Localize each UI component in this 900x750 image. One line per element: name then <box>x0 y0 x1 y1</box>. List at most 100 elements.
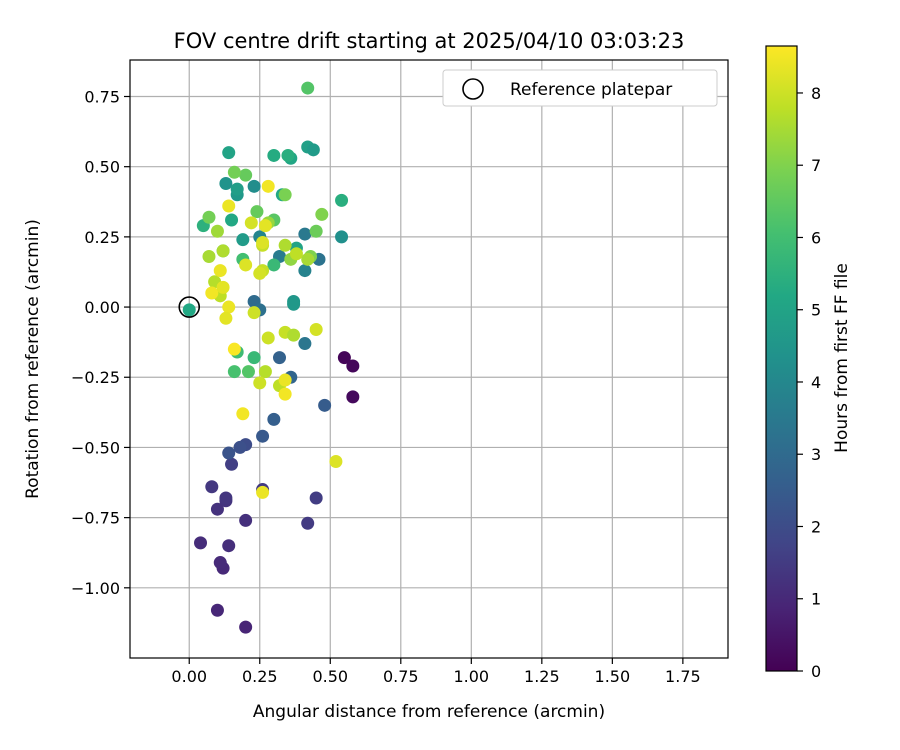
y-tick-label: −1.00 <box>71 579 120 598</box>
x-tick-label: 1.50 <box>595 667 631 686</box>
y-axis-ticks: 0.75 0.50 0.25 0.00 −0.25 −0.50 −0.75 −1.00 <box>71 87 130 598</box>
data-point <box>213 264 227 278</box>
legend-label: Reference platepar <box>510 80 672 100</box>
data-point <box>253 266 267 280</box>
data-point <box>278 188 292 202</box>
data-point <box>278 238 292 252</box>
data-point <box>337 351 351 365</box>
data-point <box>210 224 224 238</box>
data-point <box>253 376 267 390</box>
plot-frame <box>129 59 729 659</box>
plot-area <box>130 60 728 658</box>
data-point <box>222 539 236 553</box>
data-point <box>216 280 230 294</box>
x-axis-ticks: 0.00 0.25 0.50 0.75 1.00 1.25 1.50 1.75 <box>171 658 701 686</box>
data-point <box>202 250 216 264</box>
data-point <box>230 182 244 196</box>
data-point <box>301 252 315 266</box>
data-point <box>247 351 261 365</box>
x-tick-label: 1.00 <box>453 667 489 686</box>
data-point <box>256 235 270 249</box>
data-point <box>306 143 320 157</box>
data-point <box>222 446 236 460</box>
y-tick-label: 0.75 <box>84 87 120 106</box>
reference-platepar-marker <box>178 296 201 318</box>
data-point <box>222 146 236 160</box>
data-point <box>219 311 233 325</box>
data-point <box>267 412 281 426</box>
y-tick-label: 0.50 <box>84 158 120 177</box>
data-point <box>298 227 312 241</box>
colorbar-tick-label: 4 <box>811 373 821 392</box>
data-point <box>216 244 230 258</box>
data-point <box>278 373 292 387</box>
data-point <box>261 331 275 345</box>
colorbar-gradient <box>765 45 798 672</box>
x-axis-label: Angular distance from reference (arcmin) <box>253 702 605 722</box>
colorbar-tick-label: 0 <box>811 662 821 681</box>
colorbar-tick-label: 8 <box>811 84 821 103</box>
data-point <box>222 300 236 314</box>
data-point <box>256 429 270 443</box>
y-tick-label: −0.25 <box>71 368 120 387</box>
x-tick-label: 1.75 <box>665 667 701 686</box>
data-point <box>335 193 349 207</box>
colorbar-tick-label: 3 <box>811 445 821 464</box>
data-point <box>239 168 253 182</box>
data-point <box>278 387 292 401</box>
data-point <box>258 219 272 233</box>
data-point <box>210 502 224 516</box>
data-point <box>241 365 255 379</box>
colorbar-tick-label: 5 <box>811 301 821 320</box>
data-point <box>247 306 261 320</box>
data-point <box>287 328 301 342</box>
data-point <box>227 165 241 179</box>
colorbar-tick-label: 1 <box>811 590 821 609</box>
data-point <box>205 286 219 300</box>
data-point <box>225 457 239 471</box>
data-point <box>267 258 281 272</box>
data-point <box>346 359 360 373</box>
colorbar-tick-label: 7 <box>811 156 821 175</box>
data-point <box>227 342 241 356</box>
data-point <box>261 179 275 193</box>
data-point <box>205 480 219 494</box>
grid <box>130 60 728 658</box>
data-point <box>239 620 253 634</box>
data-point <box>219 491 233 505</box>
data-point <box>301 516 315 530</box>
data-point <box>182 303 196 317</box>
legend-marker <box>462 78 484 100</box>
data-point <box>247 179 261 193</box>
y-axis-label: Rotation from reference (arcmin) <box>23 219 43 499</box>
data-point <box>329 454 343 468</box>
data-point <box>281 148 295 162</box>
data-point <box>267 148 281 162</box>
data-point <box>298 337 312 351</box>
x-tick-label: 0.50 <box>312 667 348 686</box>
data-point <box>309 491 323 505</box>
data-point <box>219 177 233 191</box>
data-point <box>236 233 250 247</box>
colorbar-tick-label: 6 <box>811 228 821 247</box>
data-point <box>298 264 312 278</box>
colorbar: 0 1 2 3 4 5 6 7 8 Hours from first FF file <box>765 45 852 681</box>
data-point <box>335 230 349 244</box>
data-point <box>309 323 323 337</box>
legend-box <box>442 69 718 107</box>
chart-title: FOV centre drift starting at 2025/04/10 … <box>174 29 685 53</box>
data-point <box>236 407 250 421</box>
data-point <box>318 398 332 412</box>
data-point <box>250 205 264 219</box>
data-point <box>309 224 323 238</box>
data-point <box>258 365 272 379</box>
x-tick-label: 0.75 <box>383 667 419 686</box>
colorbar-ticks: 0 1 2 3 4 5 6 7 8 <box>797 84 821 681</box>
data-point <box>315 207 329 221</box>
data-point <box>273 351 286 365</box>
data-point <box>213 556 227 570</box>
colorbar-label: Hours from first FF file <box>832 263 852 453</box>
data-point <box>256 485 270 499</box>
x-tick-label: 0.25 <box>242 667 278 686</box>
